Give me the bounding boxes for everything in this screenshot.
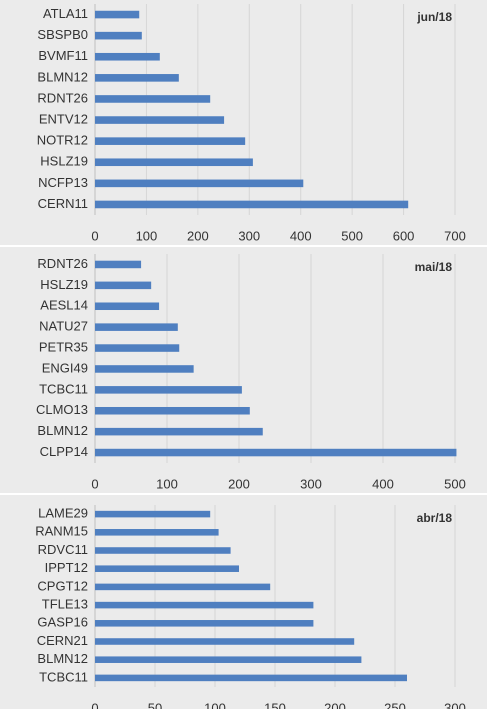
y-tick-label: PETR35 bbox=[39, 339, 88, 354]
y-tick-label: HSLZ19 bbox=[40, 277, 88, 292]
y-tick-label: ENGI49 bbox=[42, 360, 88, 375]
y-tick-label: SBSPB0 bbox=[37, 27, 88, 42]
bar bbox=[95, 260, 142, 269]
x-tick-label: 500 bbox=[341, 228, 363, 243]
bar bbox=[95, 323, 178, 331]
y-tick-label: RDVC11 bbox=[38, 542, 88, 557]
y-tick-label: NCFP13 bbox=[38, 175, 88, 190]
bar bbox=[95, 620, 314, 627]
y-tick-label: TCBC11 bbox=[39, 669, 88, 684]
bar bbox=[95, 116, 225, 124]
bar bbox=[95, 365, 194, 373]
x-tick-label: 200 bbox=[187, 228, 209, 243]
bar bbox=[95, 427, 263, 436]
y-tick-label: CERN11 bbox=[38, 196, 88, 211]
bar bbox=[95, 137, 246, 145]
annotation: jun/18 bbox=[416, 10, 452, 24]
y-tick-label: NATU27 bbox=[39, 319, 88, 334]
x-tick-label: 300 bbox=[300, 476, 322, 491]
x-tick-label: 300 bbox=[444, 700, 466, 709]
y-tick-label: BLMN12 bbox=[37, 423, 88, 438]
bar bbox=[95, 406, 250, 415]
bar bbox=[95, 448, 457, 457]
y-tick-label: RDNT26 bbox=[37, 256, 88, 271]
y-tick-label: CLPP14 bbox=[40, 444, 88, 459]
y-tick-label: LAME29 bbox=[38, 506, 88, 521]
x-tick-label: 100 bbox=[204, 700, 226, 709]
x-tick-label: 100 bbox=[136, 228, 158, 243]
bar bbox=[95, 583, 271, 591]
bar bbox=[95, 547, 231, 554]
y-tick-label: IPPT12 bbox=[45, 560, 88, 575]
y-tick-label: CPGT12 bbox=[37, 578, 88, 593]
bar bbox=[95, 510, 211, 518]
y-tick-label: BLMN12 bbox=[37, 69, 88, 84]
y-tick-label: HSLZ19 bbox=[40, 154, 88, 169]
bar bbox=[95, 529, 219, 536]
bar bbox=[95, 344, 180, 352]
y-tick-label: TCBC11 bbox=[39, 381, 88, 396]
bar bbox=[95, 95, 211, 103]
x-tick-label: 150 bbox=[264, 700, 286, 709]
x-tick-label: 200 bbox=[324, 700, 346, 709]
x-tick-label: 400 bbox=[372, 476, 394, 491]
y-tick-label: BVMF11 bbox=[38, 48, 88, 63]
annotation: mai/18 bbox=[415, 260, 453, 274]
y-tick-label: CERN21 bbox=[37, 633, 88, 648]
x-tick-label: 100 bbox=[156, 476, 178, 491]
annotation: abr/18 bbox=[417, 511, 453, 525]
bar bbox=[95, 656, 362, 663]
bar bbox=[95, 601, 314, 609]
y-tick-label: RDNT26 bbox=[37, 90, 88, 105]
x-tick-label: 0 bbox=[91, 700, 98, 709]
x-tick-label: 0 bbox=[91, 476, 98, 491]
bar bbox=[95, 179, 304, 188]
bar bbox=[95, 158, 253, 167]
bar bbox=[95, 281, 152, 290]
x-tick-label: 300 bbox=[238, 228, 260, 243]
bar bbox=[95, 565, 239, 572]
y-tick-label: RANM15 bbox=[35, 524, 88, 539]
bar bbox=[95, 638, 355, 645]
bar bbox=[95, 52, 160, 61]
bar bbox=[95, 200, 409, 209]
x-tick-label: 600 bbox=[393, 228, 415, 243]
y-tick-label: TFLE13 bbox=[42, 597, 88, 612]
bar bbox=[95, 31, 142, 40]
x-tick-label: 50 bbox=[148, 700, 162, 709]
bar bbox=[95, 74, 179, 82]
x-tick-label: 700 bbox=[444, 228, 466, 243]
y-tick-label: NOTR12 bbox=[37, 133, 88, 148]
y-tick-label: BLMN12 bbox=[37, 651, 88, 666]
x-tick-label: 0 bbox=[91, 228, 98, 243]
bar bbox=[95, 10, 140, 19]
x-tick-label: 250 bbox=[384, 700, 406, 709]
x-tick-label: 400 bbox=[290, 228, 312, 243]
bar bbox=[95, 386, 242, 394]
y-tick-label: CLMO13 bbox=[36, 402, 88, 417]
y-tick-label: ATLA11 bbox=[43, 6, 88, 21]
bar bbox=[95, 674, 407, 682]
bar bbox=[95, 302, 160, 311]
x-tick-label: 200 bbox=[228, 476, 250, 491]
y-tick-label: ENTV12 bbox=[39, 111, 88, 126]
y-tick-label: AESL14 bbox=[40, 298, 88, 313]
y-tick-label: GASP16 bbox=[37, 615, 88, 630]
x-tick-label: 500 bbox=[444, 476, 466, 491]
